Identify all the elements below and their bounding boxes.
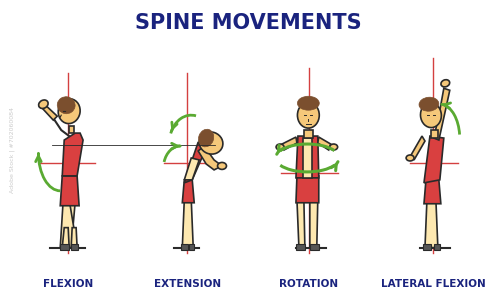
- Polygon shape: [296, 244, 305, 250]
- Polygon shape: [434, 244, 440, 250]
- Polygon shape: [424, 136, 444, 183]
- Polygon shape: [198, 146, 222, 170]
- Polygon shape: [69, 126, 74, 133]
- Ellipse shape: [58, 99, 80, 124]
- Ellipse shape: [38, 100, 48, 109]
- Polygon shape: [310, 244, 319, 250]
- Polygon shape: [297, 200, 305, 248]
- Polygon shape: [182, 180, 194, 203]
- Polygon shape: [62, 133, 83, 176]
- Ellipse shape: [406, 155, 414, 161]
- Polygon shape: [184, 142, 206, 183]
- Polygon shape: [190, 244, 194, 250]
- Text: ROTATION: ROTATION: [280, 279, 338, 290]
- Polygon shape: [434, 88, 450, 140]
- Polygon shape: [296, 136, 319, 178]
- Ellipse shape: [298, 102, 320, 128]
- Ellipse shape: [198, 129, 214, 147]
- Polygon shape: [199, 136, 208, 146]
- Ellipse shape: [218, 162, 226, 169]
- Polygon shape: [62, 228, 69, 247]
- Polygon shape: [65, 203, 75, 248]
- Polygon shape: [184, 158, 199, 180]
- Ellipse shape: [420, 103, 442, 128]
- Ellipse shape: [276, 144, 284, 150]
- Polygon shape: [431, 130, 438, 138]
- Ellipse shape: [441, 80, 450, 87]
- Polygon shape: [296, 176, 319, 203]
- Polygon shape: [40, 103, 58, 120]
- Polygon shape: [310, 200, 318, 248]
- Polygon shape: [318, 137, 330, 150]
- Ellipse shape: [200, 132, 223, 154]
- Text: FLEXION: FLEXION: [43, 279, 94, 290]
- Ellipse shape: [419, 97, 439, 111]
- Ellipse shape: [330, 144, 338, 150]
- Polygon shape: [423, 244, 431, 250]
- Text: Adobe Stock | #702060084: Adobe Stock | #702060084: [10, 107, 16, 193]
- Polygon shape: [411, 136, 425, 160]
- Polygon shape: [304, 130, 313, 138]
- Polygon shape: [182, 200, 193, 248]
- Polygon shape: [71, 228, 77, 247]
- Ellipse shape: [58, 97, 75, 114]
- Polygon shape: [282, 137, 297, 150]
- Polygon shape: [303, 138, 312, 178]
- Polygon shape: [60, 244, 69, 250]
- Polygon shape: [71, 244, 78, 250]
- Polygon shape: [424, 180, 441, 204]
- Text: LATERAL FLEXION: LATERAL FLEXION: [380, 279, 486, 290]
- Polygon shape: [61, 203, 70, 248]
- Polygon shape: [60, 200, 77, 248]
- Text: EXTENSION: EXTENSION: [154, 279, 221, 290]
- Ellipse shape: [298, 96, 320, 110]
- Polygon shape: [182, 244, 188, 250]
- Polygon shape: [60, 176, 79, 206]
- Text: SPINE MOVEMENTS: SPINE MOVEMENTS: [136, 13, 362, 33]
- Polygon shape: [425, 200, 438, 248]
